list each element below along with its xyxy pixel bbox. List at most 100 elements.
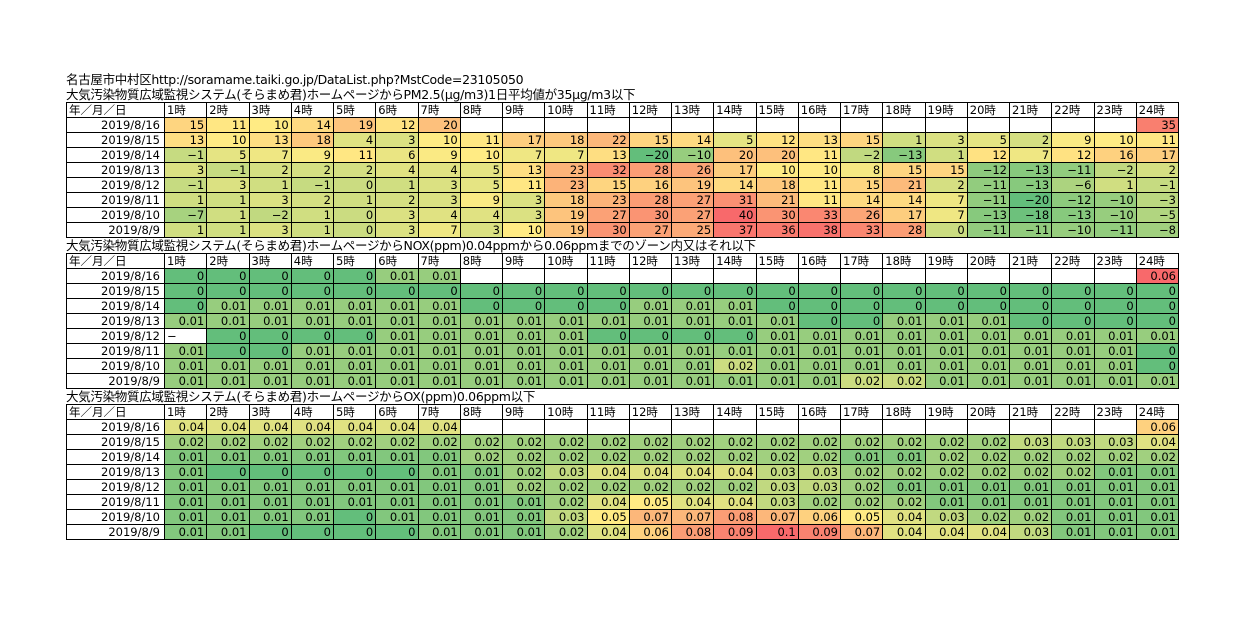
value-cell[interactable]: 0 [332, 283, 377, 299]
value-cell[interactable]: 0.02 [755, 434, 799, 450]
value-cell[interactable]: 1 [290, 222, 335, 238]
value-cell[interactable]: 0.01 [1135, 494, 1180, 510]
hour-column-header[interactable]: 20時 [966, 253, 1011, 269]
value-cell[interactable]: 23 [544, 162, 588, 178]
value-cell[interactable]: 0.01 [966, 373, 1011, 389]
value-cell[interactable]: 0.02 [501, 479, 546, 495]
value-cell[interactable]: 0 [375, 464, 419, 480]
date-cell[interactable]: 2019/8/12 [66, 479, 165, 495]
value-cell[interactable]: 0.02 [628, 449, 673, 465]
value-cell[interactable]: 0.01 [1135, 373, 1180, 389]
value-cell[interactable]: 0.02 [670, 479, 715, 495]
date-cell[interactable]: 2019/8/10 [66, 358, 165, 374]
value-cell[interactable]: 0.01 [417, 343, 461, 359]
value-cell[interactable]: 0.01 [332, 298, 377, 314]
value-cell[interactable]: 0.02 [882, 373, 926, 389]
value-cell[interactable]: 0 [1008, 283, 1053, 299]
value-cell[interactable]: 0 [417, 283, 461, 299]
value-cell[interactable]: 0.01 [755, 313, 799, 329]
value-cell[interactable]: 0 [206, 328, 250, 344]
value-cell[interactable]: 19 [670, 177, 715, 193]
value-cell[interactable]: 0.01 [1093, 328, 1137, 344]
value-cell[interactable]: 0.01 [544, 373, 588, 389]
value-cell[interactable] [1008, 117, 1053, 133]
date-cell[interactable]: 2019/8/12 [66, 328, 165, 344]
value-cell[interactable]: 0.01 [375, 509, 419, 525]
value-cell[interactable]: 20 [417, 117, 461, 133]
hour-column-header[interactable]: 17時 [839, 253, 884, 269]
value-cell[interactable]: 10 [248, 117, 292, 133]
hour-column-header[interactable]: 5時 [332, 253, 377, 269]
value-cell[interactable] [713, 419, 757, 435]
value-cell[interactable] [501, 419, 546, 435]
value-cell[interactable]: 0.02 [1008, 464, 1053, 480]
date-cell[interactable]: 2019/8/14 [66, 147, 165, 163]
value-cell[interactable]: 14 [839, 192, 884, 208]
value-cell[interactable]: 0.01 [966, 343, 1011, 359]
value-cell[interactable]: 30 [755, 207, 799, 223]
value-cell[interactable]: 7 [924, 207, 968, 223]
value-cell[interactable]: −18 [1008, 207, 1053, 223]
value-cell[interactable]: 0.02 [544, 479, 588, 495]
value-cell[interactable]: 0.02 [966, 434, 1011, 450]
value-cell[interactable]: 0 [332, 207, 377, 223]
value-cell[interactable]: 0.02 [248, 434, 292, 450]
value-cell[interactable]: 0.01 [459, 464, 504, 480]
value-cell[interactable]: 0.01 [670, 358, 715, 374]
value-cell[interactable]: 0.07 [839, 524, 884, 540]
value-cell[interactable]: 14 [670, 132, 715, 148]
value-cell[interactable] [586, 419, 630, 435]
value-cell[interactable]: 0.02 [966, 509, 1011, 525]
hour-column-header[interactable]: 11時 [586, 253, 630, 269]
value-cell[interactable]: 0.01 [586, 373, 630, 389]
date-column-header[interactable]: 年／月／日 [66, 102, 165, 118]
value-cell[interactable]: 26 [839, 207, 884, 223]
value-cell[interactable]: 0.02 [375, 434, 419, 450]
value-cell[interactable]: 0.01 [501, 343, 546, 359]
value-cell[interactable]: 0.04 [586, 464, 630, 480]
value-cell[interactable]: 19 [544, 222, 588, 238]
value-cell[interactable]: 0.01 [163, 509, 208, 525]
value-cell[interactable]: 0.01 [882, 343, 926, 359]
value-cell[interactable]: 15 [586, 177, 630, 193]
value-cell[interactable]: 0.07 [755, 509, 799, 525]
value-cell[interactable]: −10 [1093, 192, 1137, 208]
date-cell[interactable]: 2019/8/10 [66, 207, 165, 223]
value-cell[interactable]: − [163, 328, 208, 344]
value-cell[interactable]: 0.02 [501, 434, 546, 450]
value-cell[interactable]: 0.01 [713, 313, 757, 329]
value-cell[interactable]: 0.01 [966, 479, 1011, 495]
hour-column-header[interactable]: 9時 [501, 102, 546, 118]
value-cell[interactable] [797, 117, 842, 133]
value-cell[interactable]: 0.02 [1051, 449, 1095, 465]
value-cell[interactable]: 11 [797, 147, 842, 163]
value-cell[interactable]: 0 [1135, 343, 1180, 359]
value-cell[interactable]: 0.02 [924, 464, 968, 480]
value-cell[interactable]: 0.01 [332, 373, 377, 389]
value-cell[interactable]: 0.08 [713, 509, 757, 525]
value-cell[interactable]: 0.02 [544, 494, 588, 510]
value-cell[interactable]: 0.01 [586, 313, 630, 329]
value-cell[interactable]: 0.03 [797, 479, 842, 495]
value-cell[interactable]: 0.01 [417, 494, 461, 510]
value-cell[interactable]: 0.04 [586, 494, 630, 510]
value-cell[interactable]: 0.01 [544, 343, 588, 359]
value-cell[interactable] [586, 117, 630, 133]
value-cell[interactable] [1008, 419, 1053, 435]
value-cell[interactable]: −1 [1135, 177, 1180, 193]
value-cell[interactable]: 0.01 [501, 313, 546, 329]
date-cell[interactable]: 2019/8/13 [66, 464, 165, 480]
value-cell[interactable] [459, 117, 504, 133]
value-cell[interactable]: 32 [586, 162, 630, 178]
value-cell[interactable]: 0 [459, 298, 504, 314]
value-cell[interactable] [882, 117, 926, 133]
value-cell[interactable]: 0.01 [375, 494, 419, 510]
value-cell[interactable]: 17 [882, 207, 926, 223]
value-cell[interactable]: 5 [459, 162, 504, 178]
value-cell[interactable]: 0.01 [1051, 494, 1095, 510]
hour-column-header[interactable]: 2時 [206, 253, 250, 269]
hour-column-header[interactable]: 18時 [882, 404, 926, 420]
value-cell[interactable]: 27 [670, 192, 715, 208]
value-cell[interactable] [797, 419, 842, 435]
value-cell[interactable]: −2 [1093, 162, 1137, 178]
